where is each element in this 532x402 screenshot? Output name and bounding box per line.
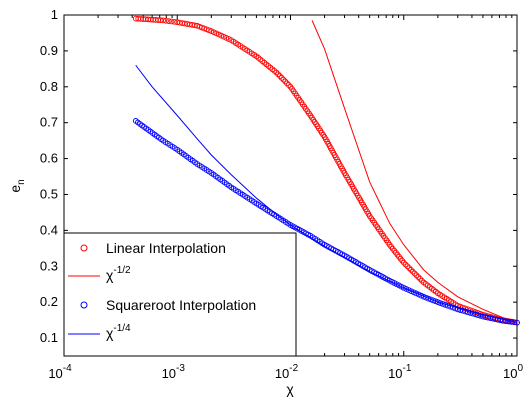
series-3: [135, 64, 518, 324]
data-point: [502, 318, 509, 325]
y-tick-label: 0.8: [40, 79, 58, 94]
data-point: [163, 17, 169, 24]
data-point: [500, 317, 506, 324]
series-layer: [132, 15, 520, 326]
legend-item-0: Linear Interpolation: [80, 240, 226, 256]
data-point: [452, 305, 459, 312]
legend-marker-swatch: [80, 244, 88, 252]
data-point: [413, 272, 420, 279]
y-tick-label: 0.7: [40, 115, 58, 130]
series-1: [311, 20, 518, 324]
x-tick-label: 10-2: [275, 363, 299, 381]
data-point: [475, 312, 481, 318]
x-tick-label: 10-4: [48, 363, 72, 381]
x-tick-label: 10-1: [388, 363, 412, 381]
data-point: [171, 18, 178, 25]
y-tick-label: 0.4: [40, 222, 58, 237]
data-point: [415, 274, 422, 280]
data-point: [409, 268, 416, 275]
legend-label: χ-1/4: [106, 323, 131, 341]
legend-box: [63, 232, 297, 357]
data-point: [464, 309, 471, 316]
y-tick-label: 0.5: [40, 186, 58, 201]
data-point: [408, 267, 414, 273]
data-point: [282, 78, 289, 85]
legend-item-3: χ-1/4: [68, 323, 131, 341]
data-point: [404, 263, 411, 270]
x-axis-label: χ: [286, 381, 294, 397]
series-line: [311, 20, 518, 324]
series-0: [132, 15, 520, 326]
x-tick-label: 10-3: [162, 363, 186, 381]
data-point: [406, 265, 413, 271]
data-point: [470, 310, 476, 317]
y-tick-labels: 0.1 0.2 0.3 0.4 0.5 0.6 0.7 0.8 0.9 1: [40, 7, 58, 345]
y-tick-label: 0.6: [40, 151, 58, 166]
y-axis-label: en: [7, 179, 27, 192]
data-point: [411, 270, 418, 277]
data-point: [165, 18, 172, 24]
legend-item-1: χ-1/2: [68, 265, 131, 283]
series-line: [135, 64, 518, 324]
x-tick-labels: 10-4 10-3 10-2 10-1 100: [48, 363, 523, 381]
legend-label: Linear Interpolation: [106, 240, 226, 256]
data-point: [514, 319, 520, 326]
data-point: [275, 71, 281, 78]
y-tick-label: 0.2: [40, 294, 58, 309]
y-tick-label: 1: [51, 7, 58, 22]
x-tick-label: 100: [503, 363, 523, 381]
data-point: [278, 74, 285, 81]
y-axis-label-text: en: [7, 179, 27, 192]
data-point: [459, 307, 466, 314]
data-point: [402, 261, 409, 268]
legend-item-2: Squareroot Interpolation: [80, 297, 256, 313]
legend: Linear Interpolation χ-1/2 Squareroot Inte…: [63, 232, 297, 357]
data-point: [157, 17, 164, 24]
data-point: [472, 311, 479, 318]
data-point: [477, 312, 484, 319]
data-point: [417, 275, 423, 282]
x-axis-label-text: χ: [286, 381, 294, 397]
data-point: [467, 310, 474, 316]
data-point: [457, 307, 464, 313]
data-point: [454, 306, 461, 313]
y-tick-label: 0.9: [40, 43, 58, 58]
y-tick-label: 0.3: [40, 258, 58, 273]
legend-label: χ-1/2: [106, 265, 131, 283]
data-point: [449, 304, 456, 311]
data-point: [400, 259, 407, 266]
data-point: [462, 308, 469, 315]
data-point: [497, 317, 504, 324]
data-point: [277, 73, 283, 79]
data-point: [280, 76, 287, 83]
y-tick-label: 0.1: [40, 330, 58, 345]
data-point: [284, 80, 290, 87]
data-point: [160, 17, 166, 24]
data-point: [168, 18, 175, 25]
data-point: [419, 277, 425, 284]
legend-marker-swatch: [80, 301, 88, 309]
data-point: [273, 69, 280, 76]
data-point: [285, 82, 292, 88]
legend-label: Squareroot Interpolation: [106, 297, 256, 313]
data-point: [434, 299, 441, 306]
series-2: [132, 118, 520, 326]
